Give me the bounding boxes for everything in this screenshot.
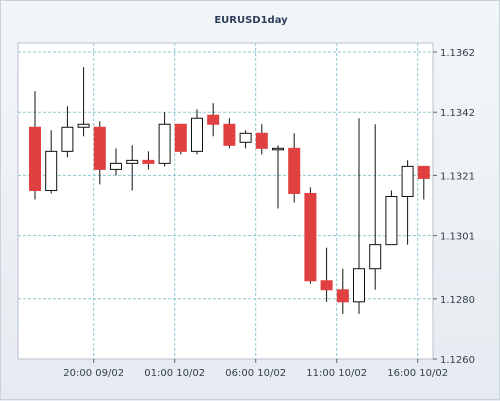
candle xyxy=(77,67,90,137)
candle xyxy=(255,124,268,155)
x-tick-label: 01:00 10/02 xyxy=(144,368,205,379)
y-tick-label: 1.1260 xyxy=(440,355,475,366)
candle-body-down xyxy=(304,192,317,282)
y-axis: 1.1362 1.1342 1.1321 1.1301 1.1280 1.1260 xyxy=(433,48,475,366)
y-tick-label: 1.1280 xyxy=(440,295,475,306)
candle xyxy=(385,190,398,246)
candle xyxy=(126,145,139,191)
x-axis: 20:00 09/02 01:00 10/02 06:00 10/02 11:00 1… xyxy=(63,359,448,379)
candle xyxy=(223,118,236,149)
x-tick-label: 16:00 10/02 xyxy=(387,368,448,379)
candles xyxy=(29,67,430,314)
candle xyxy=(29,91,41,200)
candle xyxy=(320,247,333,302)
candle xyxy=(45,130,58,194)
candle-body-down xyxy=(93,126,106,170)
candle-body-down xyxy=(174,123,187,152)
x-tick-label: 11:00 10/02 xyxy=(306,368,367,379)
candle xyxy=(401,160,414,245)
candle-body-up xyxy=(191,117,203,152)
y-tick-label: 1.1362 xyxy=(440,48,475,59)
candle-body-up xyxy=(110,162,122,170)
candle-body-down xyxy=(288,147,301,194)
candle-body-down xyxy=(255,132,268,149)
candle xyxy=(207,103,220,137)
candle-body-down xyxy=(320,280,333,291)
candle-body-down xyxy=(223,123,236,146)
candle-body-down xyxy=(142,159,155,164)
y-tick-label: 1.1321 xyxy=(440,171,475,182)
candle-body-up xyxy=(126,159,139,164)
candle xyxy=(336,268,349,314)
candle xyxy=(61,106,74,158)
candle-body-down xyxy=(417,165,430,179)
candle-body-up xyxy=(353,268,365,303)
plot-area xyxy=(17,42,434,360)
candle-body-up xyxy=(77,123,90,128)
y-tick-label: 1.1301 xyxy=(440,232,475,243)
candle-body-up xyxy=(61,126,74,152)
candle-body-down xyxy=(29,126,41,191)
candle xyxy=(158,112,171,167)
candle xyxy=(110,148,122,176)
candle xyxy=(288,133,301,203)
candle-body-up xyxy=(385,195,398,246)
candle-body-down xyxy=(336,289,349,303)
y-tick-label: 1.1342 xyxy=(440,108,475,119)
candle xyxy=(369,124,382,290)
candle xyxy=(191,109,203,155)
candle xyxy=(417,165,430,200)
candle xyxy=(93,121,106,185)
candle xyxy=(353,118,365,314)
candle xyxy=(142,151,155,170)
x-tick-label: 06:00 10/02 xyxy=(225,368,286,379)
candle xyxy=(304,187,317,284)
candle-body-up xyxy=(272,147,284,151)
candle-body-down xyxy=(207,114,220,125)
candle xyxy=(174,123,187,155)
x-tick-label: 20:00 09/02 xyxy=(63,368,124,379)
candle-body-up xyxy=(158,123,171,164)
candle-body-up xyxy=(401,165,414,197)
candle-body-up xyxy=(369,244,382,270)
candle-body-up xyxy=(45,150,58,191)
candle xyxy=(239,130,252,149)
candle-body-up xyxy=(239,132,252,143)
candle xyxy=(272,145,284,209)
chart-title: EURUSD1day xyxy=(214,15,288,26)
